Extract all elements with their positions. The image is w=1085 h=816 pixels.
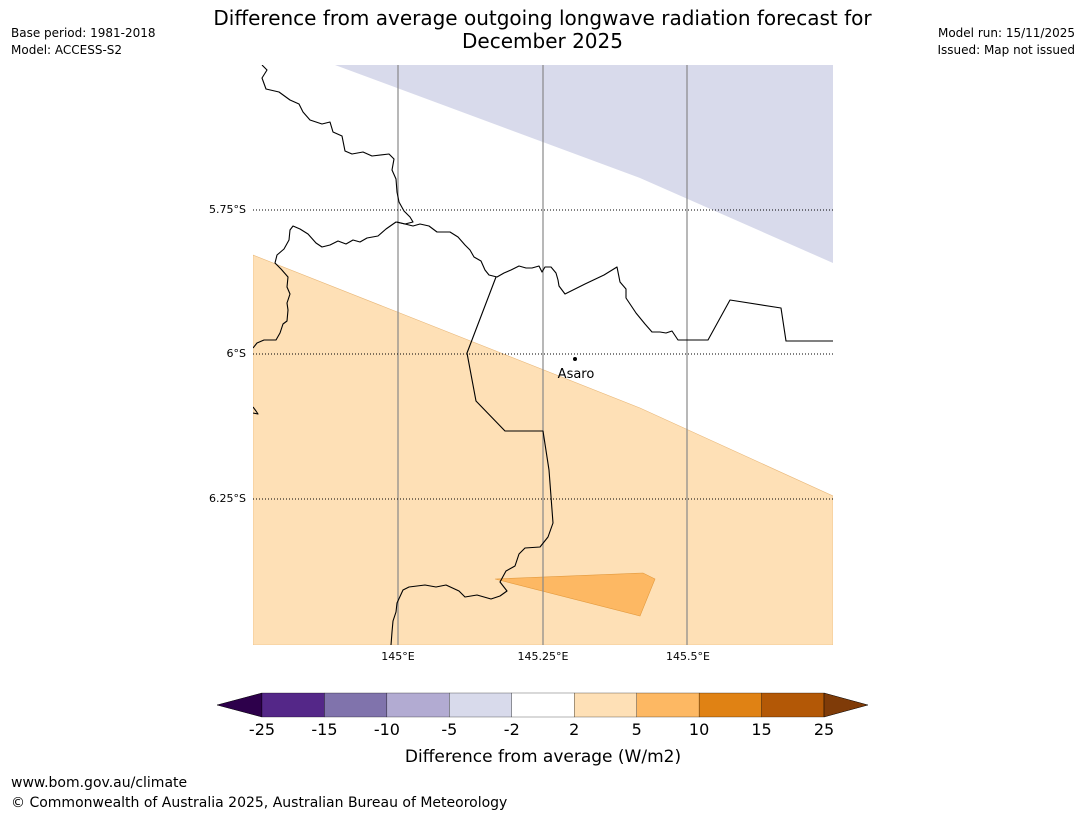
colorbar-title: Difference from average (W/m2) bbox=[405, 747, 681, 767]
colorbar-tick-label: -2 bbox=[504, 720, 520, 739]
colorbar-tick-label: -25 bbox=[249, 720, 275, 739]
map-area: Asaro bbox=[253, 65, 833, 645]
lon-label-145-25: 145.25°E bbox=[518, 650, 569, 663]
colorbar-segment bbox=[761, 692, 825, 718]
colorbar-segment bbox=[511, 692, 575, 718]
issued-status: Issued: Map not issued bbox=[937, 43, 1075, 57]
title-line-2: December 2025 bbox=[462, 29, 623, 53]
colorbar-tick-label: -5 bbox=[441, 720, 457, 739]
colorbar-extend-max bbox=[823, 692, 869, 718]
meridians bbox=[397, 65, 688, 645]
lat-label-6-25: 6.25°S bbox=[209, 492, 246, 505]
lat-label-5-75: 5.75°S bbox=[209, 203, 246, 216]
anomaly-region-negative bbox=[335, 65, 833, 263]
lat-label-6: 6°S bbox=[227, 347, 246, 360]
colorbar-segment bbox=[449, 692, 512, 718]
lat-labels: 5.75°S 6°S 6.25°S bbox=[209, 203, 246, 505]
model-run: Model run: 15/11/2025 bbox=[937, 26, 1075, 40]
colorbar-tick-label: -10 bbox=[374, 720, 400, 739]
colorbar-tick-label: 5 bbox=[632, 720, 642, 739]
colorbar-extend-min bbox=[216, 692, 263, 718]
base-period: Base period: 1981-2018 bbox=[11, 26, 156, 40]
colorbar bbox=[216, 692, 869, 718]
asaro-marker bbox=[573, 357, 577, 361]
colorbar-tick-label: 25 bbox=[814, 720, 834, 739]
lon-labels: 145°E 145.25°E 145.5°E bbox=[381, 650, 710, 663]
colorbar-tick-label: 15 bbox=[751, 720, 771, 739]
colorbar-segment bbox=[698, 692, 762, 718]
asaro-label: Asaro bbox=[558, 367, 595, 382]
colorbar-segment bbox=[386, 692, 450, 718]
anomaly-region-strong-positive bbox=[494, 572, 656, 617]
map-title: Difference from average outgoing longwav… bbox=[0, 7, 1085, 53]
colorbar-tick-label: 10 bbox=[689, 720, 709, 739]
title-line-1: Difference from average outgoing longwav… bbox=[213, 6, 872, 30]
lon-label-145: 145°E bbox=[381, 650, 414, 663]
lon-label-145-5: 145.5°E bbox=[666, 650, 710, 663]
parallels bbox=[253, 209, 833, 500]
footer-copyright: © Commonwealth of Australia 2025, Austra… bbox=[11, 795, 508, 811]
colorbar-ticks: -25 -15 -10 -5 -2 2 5 10 15 25 bbox=[249, 720, 834, 739]
boundary-north bbox=[253, 65, 414, 349]
model-name: Model: ACCESS-S2 bbox=[11, 43, 123, 57]
boundary-west-to-south bbox=[390, 276, 554, 645]
colorbar-segment bbox=[574, 692, 637, 718]
boundary-central bbox=[396, 221, 833, 342]
boundary-stub bbox=[253, 406, 259, 415]
colorbar-segment bbox=[636, 692, 700, 718]
colorbar-segment bbox=[324, 692, 388, 718]
colorbar-segment bbox=[261, 692, 325, 718]
colorbar-tick-label: -15 bbox=[311, 720, 337, 739]
colorbar-tick-label: 2 bbox=[569, 720, 579, 739]
footer-url: www.bom.gov.au/climate bbox=[11, 775, 188, 791]
province-boundaries bbox=[253, 65, 833, 645]
